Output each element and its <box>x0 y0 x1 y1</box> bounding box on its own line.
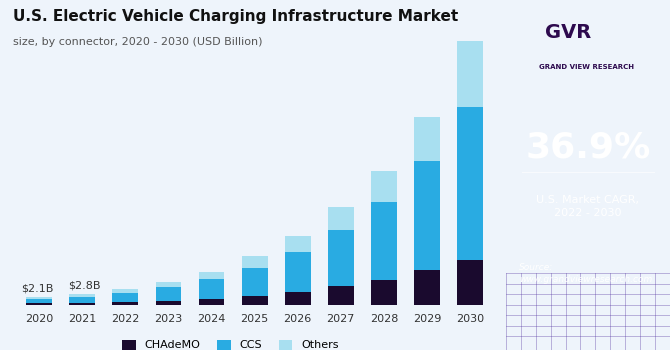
Bar <box>328 207 354 230</box>
Text: Source:
www.grandviewresearch.com: Source: www.grandviewresearch.com <box>519 262 652 284</box>
Text: U.S. Market CAGR,
2022 - 2030: U.S. Market CAGR, 2022 - 2030 <box>537 195 639 218</box>
Bar <box>113 293 138 302</box>
Bar <box>113 289 138 293</box>
Bar <box>155 287 182 301</box>
Text: GVR: GVR <box>545 23 592 42</box>
Bar <box>198 272 224 279</box>
Bar <box>414 270 440 304</box>
Bar <box>26 299 52 303</box>
Bar <box>155 282 182 287</box>
Bar <box>457 260 483 304</box>
Bar <box>285 236 311 252</box>
Bar <box>371 280 397 304</box>
Text: GRAND VIEW RESEARCH: GRAND VIEW RESEARCH <box>539 64 634 70</box>
Bar <box>414 117 440 161</box>
Bar <box>457 41 483 107</box>
Bar <box>371 202 397 280</box>
Bar <box>414 161 440 270</box>
Bar <box>242 296 267 304</box>
Bar <box>70 294 95 296</box>
Bar <box>26 297 52 299</box>
Text: $2.1B: $2.1B <box>21 283 54 293</box>
Text: $2.8B: $2.8B <box>68 280 100 290</box>
Bar <box>70 302 95 304</box>
Bar <box>457 107 483 260</box>
Bar <box>285 292 311 304</box>
Text: 36.9%: 36.9% <box>525 130 651 164</box>
Bar <box>328 230 354 286</box>
Bar <box>70 296 95 302</box>
Bar <box>242 268 267 296</box>
Bar <box>285 252 311 292</box>
Bar <box>113 302 138 304</box>
Bar <box>198 299 224 304</box>
Bar <box>198 279 224 299</box>
Bar <box>26 303 52 304</box>
Bar <box>242 256 267 268</box>
Bar <box>371 171 397 202</box>
Legend: CHAdeMO, CCS, Others: CHAdeMO, CCS, Others <box>118 335 343 350</box>
Bar <box>155 301 182 304</box>
Text: U.S. Electric Vehicle Charging Infrastructure Market: U.S. Electric Vehicle Charging Infrastru… <box>13 9 459 24</box>
Text: size, by connector, 2020 - 2030 (USD Billion): size, by connector, 2020 - 2030 (USD Bil… <box>13 37 263 47</box>
Bar <box>328 286 354 304</box>
